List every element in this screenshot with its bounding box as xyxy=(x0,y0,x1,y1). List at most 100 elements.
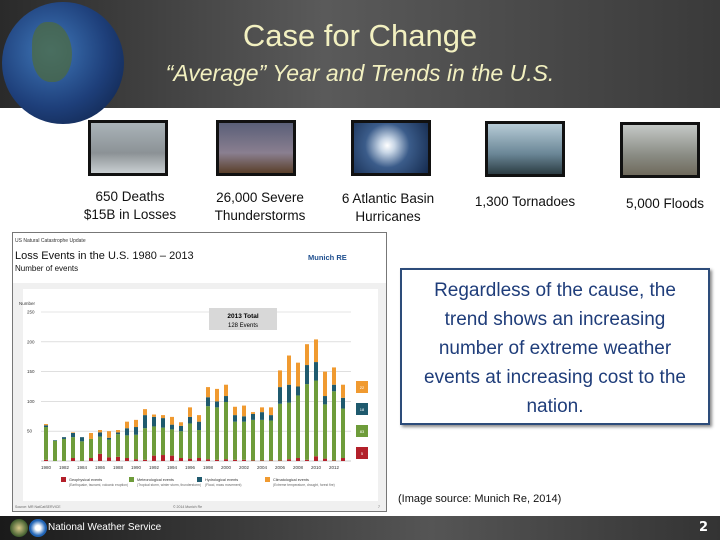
bar-segment-geophysical xyxy=(206,459,210,461)
globe-icon xyxy=(2,2,124,124)
x-tick-label: 2000 xyxy=(221,465,232,470)
chart-kicker: US Natural Catastrophe Update xyxy=(15,238,86,244)
total-2013-box xyxy=(356,381,368,393)
bar-segment-meteorological xyxy=(134,434,138,460)
bar-segment-hydrological xyxy=(134,427,138,435)
legend-label: Climatological events xyxy=(273,478,309,482)
bar-segment-meteorological xyxy=(53,440,57,461)
x-tick-label: 2002 xyxy=(239,465,250,470)
bar-segment-geophysical xyxy=(98,453,102,461)
x-tick-label: 2008 xyxy=(293,465,304,470)
chart-header-bg xyxy=(13,233,386,283)
bar-segment-meteorological xyxy=(161,427,165,456)
lightning-photo xyxy=(216,120,296,176)
chart-copyright: © 2014 Munich Re xyxy=(173,505,202,509)
legend-desc: (Flood, mass movement) xyxy=(205,483,241,487)
total-2013-box xyxy=(356,425,368,437)
bar-segment-meteorological xyxy=(125,435,129,459)
bar-segment-geophysical xyxy=(305,459,309,461)
total-2013-box xyxy=(356,403,368,415)
bar-segment-climatological xyxy=(287,355,291,385)
bar-segment-hydrological xyxy=(152,416,156,427)
bar-segment-meteorological xyxy=(332,391,336,461)
bar-segment-climatological xyxy=(278,370,282,388)
bar-segment-meteorological xyxy=(89,438,93,459)
bar-segment-climatological xyxy=(233,406,237,416)
bar-segment-hydrological xyxy=(98,432,102,437)
bar-segment-meteorological xyxy=(296,395,300,459)
munich-re-chart: US Natural Catastrophe Update Loss Event… xyxy=(12,232,387,512)
bar-segment-hydrological xyxy=(44,425,48,428)
total-2013-value: 22 xyxy=(360,385,365,390)
legend-desc: (Earthquake, tsunami, volcanic eruption) xyxy=(69,483,128,487)
bar-segment-climatological xyxy=(215,388,219,402)
bar-segment-hydrological xyxy=(233,415,237,422)
bar-segment-hydrological xyxy=(143,415,147,429)
bar-segment-geophysical xyxy=(152,455,156,461)
x-tick-label: 2010 xyxy=(311,465,322,470)
x-tick-label: 1980 xyxy=(41,465,52,470)
callout-box: Regardless of the cause, the trend shows… xyxy=(400,268,710,425)
stat-line: 650 Deaths xyxy=(95,189,165,204)
slide-subtitle: “Average” Year and Trends in the U.S. xyxy=(165,60,555,86)
total-2013-box xyxy=(356,447,368,459)
bar-segment-hydrological xyxy=(314,362,318,381)
stat-line: 1,300 Tornadoes xyxy=(474,194,576,209)
bar-segment-meteorological xyxy=(107,439,111,458)
bar-segment-meteorological xyxy=(260,419,264,461)
bar-segment-meteorological xyxy=(80,441,84,461)
total-2013-value: 18 xyxy=(360,407,365,412)
stat-line: 26,000 Severe xyxy=(216,190,304,205)
bar-segment-meteorological xyxy=(215,407,219,460)
bar-segment-geophysical xyxy=(260,460,264,461)
x-tick-label: 1992 xyxy=(149,465,160,470)
x-tick-label: 2012 xyxy=(329,465,340,470)
y-tick-label: 150 xyxy=(27,369,35,374)
bar-segment-meteorological xyxy=(278,403,282,461)
bar-segment-geophysical xyxy=(233,459,237,461)
y-axis-label: Number xyxy=(19,301,36,306)
bar-segment-climatological xyxy=(179,422,183,426)
x-tick-label: 1988 xyxy=(113,465,124,470)
annotation-box xyxy=(209,308,277,330)
bar-segment-climatological xyxy=(170,416,174,425)
legend-label: Meteorological events xyxy=(137,478,174,482)
footer-org: National Weather Service xyxy=(48,522,162,533)
bar-segment-hydrological xyxy=(197,421,201,431)
bar-segment-geophysical xyxy=(224,459,228,461)
annotation-line1: 2013 Total xyxy=(227,313,259,320)
bar-segment-hydrological xyxy=(305,365,309,385)
image-source: (Image source: Munich Re, 2014) xyxy=(398,493,562,505)
bar-segment-hydrological xyxy=(188,416,192,424)
munich-re-logo: Munich RE xyxy=(308,253,347,262)
bar-segment-climatological xyxy=(341,384,345,398)
total-2013-value: 83 xyxy=(360,429,365,434)
bar-segment-geophysical xyxy=(116,456,120,461)
bar-segment-hydrological xyxy=(116,432,120,435)
bar-segment-meteorological xyxy=(251,419,255,461)
stat-floods: 5,000 Floods xyxy=(595,195,720,213)
legend-swatch xyxy=(129,477,134,482)
bar-segment-meteorological xyxy=(197,430,201,459)
bar-segment-hydrological xyxy=(269,415,273,421)
y-tick-label: 200 xyxy=(27,339,35,344)
hurricane-satellite-photo xyxy=(351,120,431,176)
bar-segment-hydrological xyxy=(341,397,345,409)
bar-segment-hydrological xyxy=(224,396,228,402)
x-tick-label: 1996 xyxy=(185,465,196,470)
bar-segment-meteorological xyxy=(287,402,291,460)
total-2013-value: 5 xyxy=(361,451,364,456)
bar-segment-climatological xyxy=(314,339,318,363)
bar-segment-climatological xyxy=(143,409,147,416)
legend-desc: (Tropical storm, winter storm, thunderst… xyxy=(137,483,201,487)
bar-segment-hydrological xyxy=(206,397,210,407)
bar-segment-meteorological xyxy=(170,429,174,456)
stat-hurricanes: 6 Atlantic Basin Hurricanes xyxy=(318,190,458,226)
bar-segment-hydrological xyxy=(323,396,327,405)
bar-segment-hydrological xyxy=(242,416,246,422)
bar-segment-meteorological xyxy=(206,406,210,460)
bar-segment-geophysical xyxy=(287,459,291,461)
bar-segment-geophysical xyxy=(188,458,192,461)
stat-thunderstorms: 26,000 Severe Thunderstorms xyxy=(190,189,330,225)
bar-segment-hydrological xyxy=(251,413,255,420)
